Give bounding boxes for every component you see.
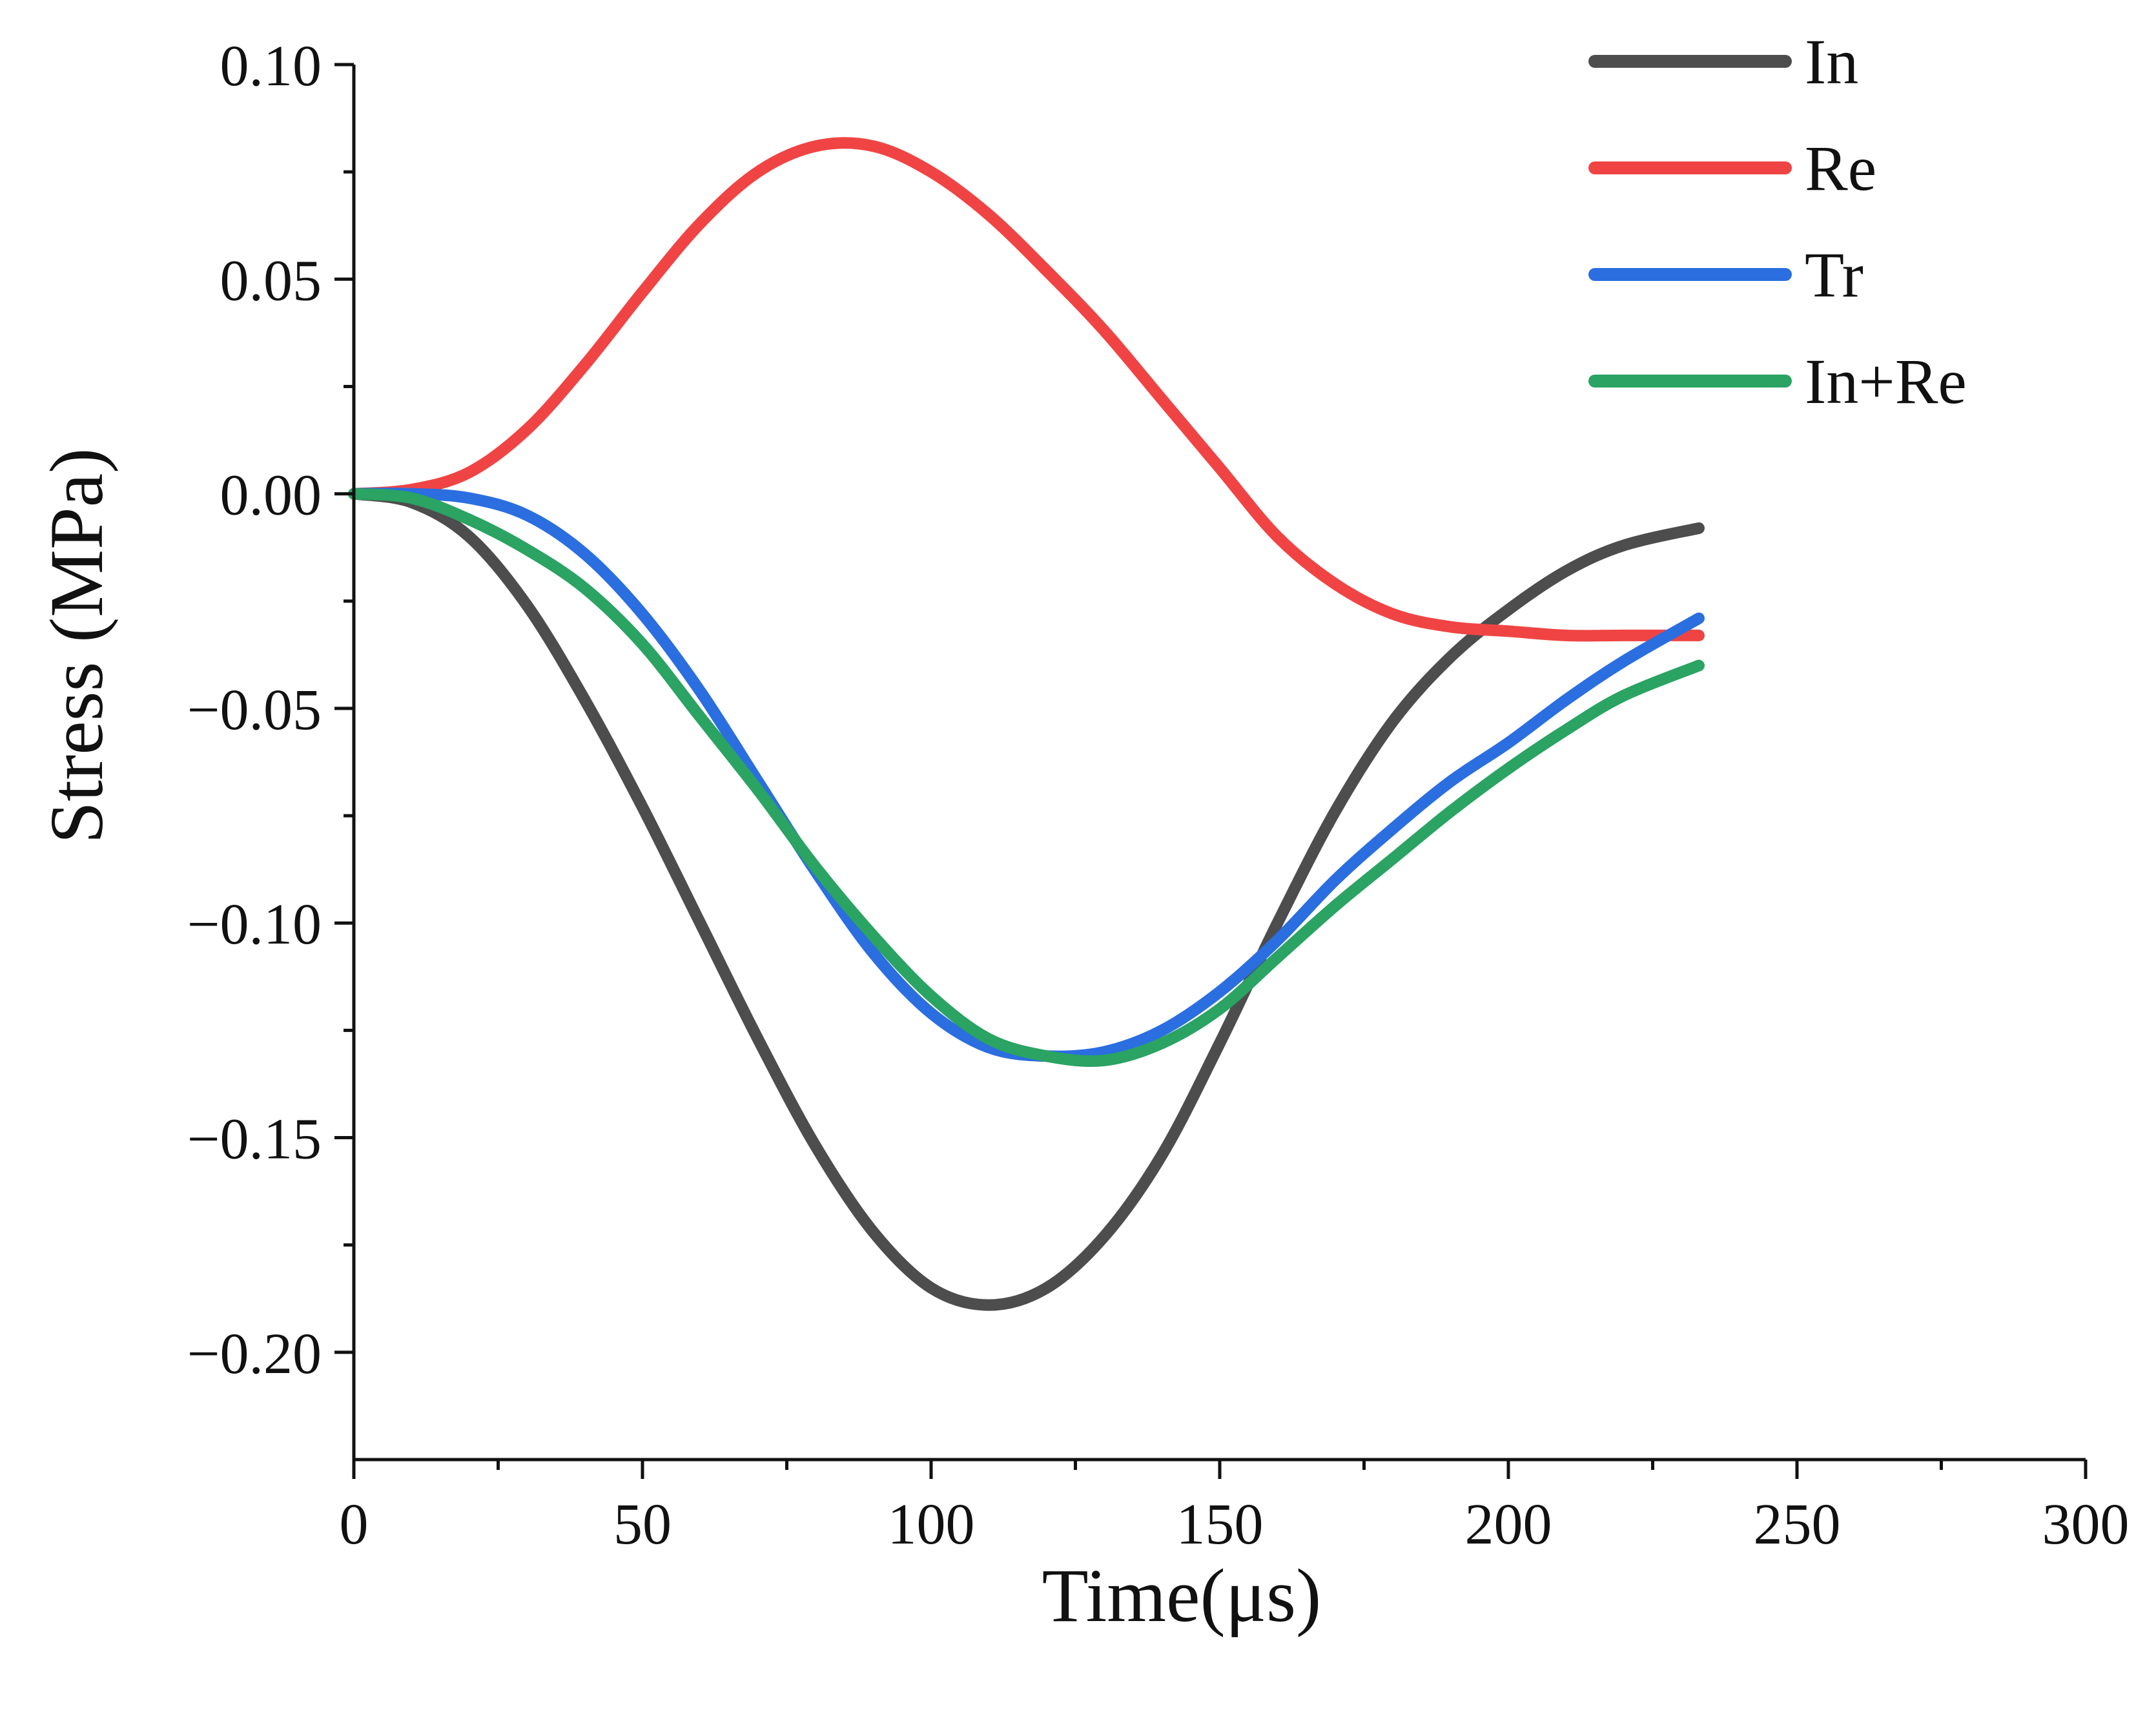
legend-label-in: In bbox=[1805, 26, 1858, 98]
legend-label-tr: Tr bbox=[1805, 239, 1863, 311]
x-tick-label: 250 bbox=[1754, 1493, 1841, 1556]
x-tick-label: 150 bbox=[1176, 1493, 1264, 1556]
series-line-tr bbox=[348, 488, 1705, 1062]
y-tick-label: 0.05 bbox=[220, 249, 322, 313]
series-line-in-re bbox=[348, 488, 1705, 1068]
y-tick-label: 0.00 bbox=[220, 464, 322, 528]
x-tick-label: 100 bbox=[888, 1493, 975, 1556]
legend-label-re: Re bbox=[1805, 132, 1876, 204]
legend-label-in-re: In+Re bbox=[1805, 346, 1967, 417]
y-axis-title: Stress (MPa) bbox=[34, 448, 119, 844]
x-axis-title: Time(μs) bbox=[1042, 1553, 1322, 1638]
legend: In Re Tr In+Re bbox=[1588, 26, 1967, 417]
x-tick-label: 0 bbox=[340, 1493, 369, 1556]
y-tick-label: −0.05 bbox=[187, 678, 322, 742]
y-tick-label: −0.10 bbox=[187, 893, 322, 956]
y-tick-label: 0.10 bbox=[220, 34, 322, 98]
plot-lines bbox=[348, 137, 1705, 1311]
x-tick-label: 200 bbox=[1465, 1493, 1552, 1556]
series-line-re bbox=[348, 137, 1705, 642]
axes: 0 50 100 150 200 250 300 0.10 0.05 0.00 −0.05 −0.10… bbox=[187, 34, 2130, 1556]
y-tick-label: −0.15 bbox=[187, 1108, 322, 1172]
x-tick-label: 50 bbox=[613, 1493, 672, 1556]
series-line-in bbox=[348, 488, 1705, 1311]
y-tick-label: −0.20 bbox=[187, 1322, 322, 1386]
x-tick-label: 300 bbox=[2042, 1493, 2130, 1556]
